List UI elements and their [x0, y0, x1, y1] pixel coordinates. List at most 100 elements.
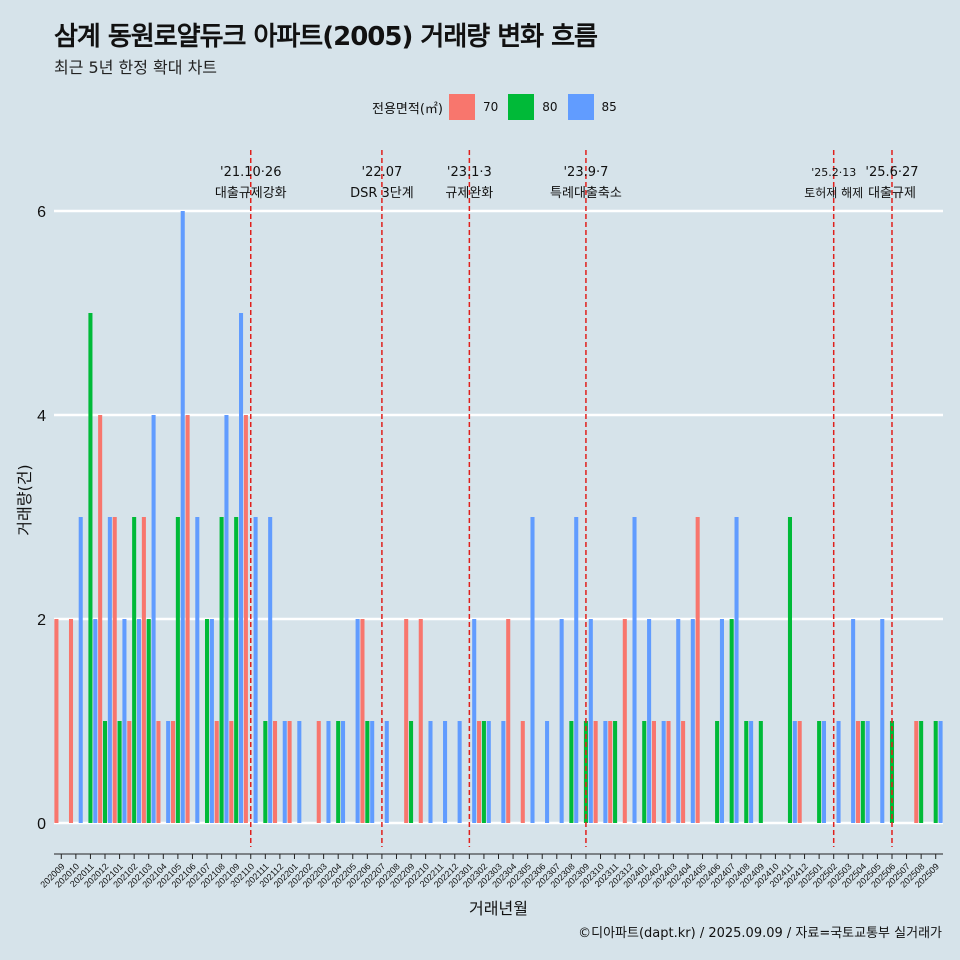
bar-85-202106 — [195, 517, 200, 823]
bar-85-202105 — [180, 211, 185, 823]
event-label-3: 규제완화 — [445, 186, 493, 201]
bar-70-202206 — [360, 619, 365, 823]
event-date-6: '25.6·27 — [865, 165, 918, 180]
bar-70-202109 — [229, 721, 234, 823]
bar-80-202107 — [204, 619, 210, 823]
bar-80-202401 — [642, 721, 647, 823]
bar-80-202501 — [817, 721, 822, 823]
legend-key-80 — [508, 94, 535, 120]
bar-85-202210 — [428, 721, 433, 823]
bar-70-202312 — [622, 619, 627, 823]
bar-80-202206 — [365, 721, 370, 823]
bar-85-202206 — [370, 721, 375, 823]
bar-85-202402 — [661, 721, 666, 823]
bar-85-202502 — [836, 721, 841, 823]
event-date-4: '23.9·7 — [563, 165, 608, 180]
bar-80-202011 — [88, 313, 93, 823]
legend-key-70 — [448, 94, 475, 120]
bar-85-202212 — [457, 721, 462, 823]
legend-item-80: 80 — [508, 94, 567, 120]
bar-85-202207 — [384, 721, 389, 823]
event-date-3: '23.1·3 — [447, 165, 492, 180]
page-subtitle: 최근 5년 한정 확대 차트 — [54, 58, 218, 77]
bar-80-202311 — [613, 721, 618, 823]
bar-85-202301 — [472, 619, 477, 823]
bar-70-202009 — [54, 619, 59, 823]
source-caption: ©디아파트(dapt.kr) / 2025.09.09 / 자료=국토교통부 실… — [578, 926, 942, 941]
bar-85-202103 — [151, 415, 156, 823]
legend-label-80: 80 — [542, 100, 558, 114]
bar-70-202209 — [404, 619, 409, 823]
bar-80-202105 — [175, 517, 180, 823]
bar-85-202011 — [93, 619, 98, 823]
bar-80-202012 — [102, 721, 108, 823]
bar-80-202308 — [569, 721, 574, 823]
bar-85-202309 — [588, 619, 593, 823]
bar-70-202103 — [141, 517, 146, 823]
bar-85-202501 — [821, 721, 827, 823]
y-tick-label: 2 — [37, 612, 46, 629]
bar-80-202108 — [219, 517, 224, 823]
bar-80-202309 — [583, 721, 588, 823]
bar-70-202304 — [506, 619, 511, 823]
bar-70-202302 — [477, 721, 482, 823]
bar-85-202306 — [545, 721, 550, 823]
bar-85-202201 — [297, 721, 302, 823]
bar-80-202102 — [132, 517, 137, 823]
event-date-1: '21.10·26 — [220, 165, 281, 180]
bar-85-202101 — [122, 619, 127, 823]
bar-80-202508 — [919, 721, 924, 823]
y-axis-title: 거래량(건) — [15, 464, 34, 535]
event-label-6: 대출규제 — [868, 186, 916, 201]
bar-85-202110 — [253, 517, 258, 823]
bar-70-202108 — [214, 721, 219, 823]
bar-85-202505 — [880, 619, 885, 823]
y-tick-label: 4 — [37, 408, 46, 425]
bar-85-202104 — [166, 721, 171, 823]
page-title: 삼계 동원로얄듀크 아파트(2005) 거래량 변화 흐름 — [54, 22, 598, 52]
bar-80-202204 — [336, 721, 341, 823]
bar-85-202308 — [574, 517, 579, 823]
bar-70-202405 — [695, 517, 700, 823]
bar-85-202408 — [749, 721, 754, 823]
bar-85-202102 — [136, 619, 142, 823]
bar-80-202411 — [787, 517, 793, 823]
bar-85-202509 — [938, 721, 943, 823]
event-label-2: DSR 3단계 — [350, 186, 414, 201]
bar-85-202108 — [224, 415, 229, 823]
legend: 전용면적(㎡) 70 80 85 — [372, 92, 627, 122]
bar-85-202305 — [530, 517, 535, 823]
y-tick-label: 0 — [37, 816, 46, 833]
event-label-4: 특례대출축소 — [550, 186, 622, 201]
bar-85-202310 — [603, 721, 608, 823]
bar-80-202407 — [729, 619, 734, 823]
bar-85-202411 — [792, 721, 797, 823]
bar-70-202311 — [608, 721, 613, 823]
bar-80-202209 — [409, 721, 414, 823]
bar-85-202406 — [719, 619, 724, 823]
bar-70-202412 — [797, 721, 802, 823]
bar-70-202104 — [156, 721, 161, 823]
bar-70-202102 — [127, 721, 132, 823]
bar-70-202101 — [112, 517, 117, 823]
event-label-1: 대출규제강화 — [215, 186, 287, 201]
bar-85-202403 — [676, 619, 681, 823]
bar-70-202112 — [273, 721, 278, 823]
x-axis-title: 거래년월 — [469, 899, 528, 918]
legend-label-85: 85 — [601, 100, 617, 114]
bar-85-202010 — [78, 517, 83, 823]
bar-70-202105 — [170, 721, 176, 823]
legend-title: 전용면적(㎡) — [372, 101, 443, 117]
bar-85-202404 — [690, 619, 695, 823]
bar-85-202503 — [851, 619, 856, 823]
bar-70-202504 — [855, 721, 861, 823]
bar-85-202312 — [632, 517, 637, 823]
legend-item-85: 85 — [567, 94, 627, 120]
bar-85-202112 — [282, 721, 287, 823]
bar-70-202404 — [681, 721, 686, 823]
bar-80-202406 — [715, 721, 720, 823]
bar-80-202408 — [744, 721, 749, 823]
bar-85-202211 — [443, 721, 448, 823]
bar-80-202504 — [860, 721, 865, 823]
bar-80-202101 — [117, 721, 122, 823]
